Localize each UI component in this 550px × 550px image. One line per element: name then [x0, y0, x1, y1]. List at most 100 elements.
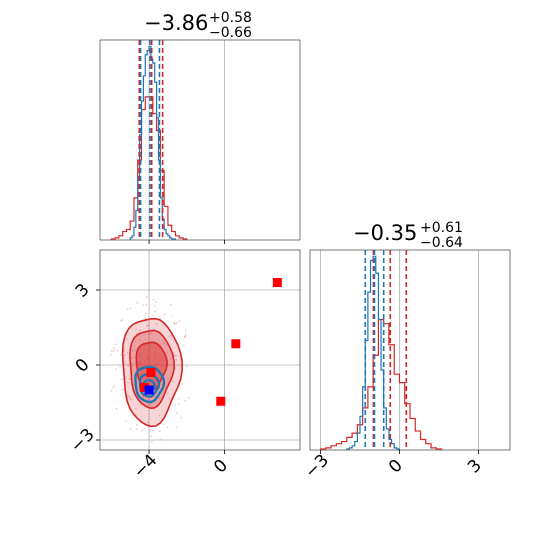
- sample-point: [150, 435, 152, 438]
- sample-point: [162, 342, 165, 345]
- sample-point: [113, 384, 116, 387]
- sample-point: [139, 328, 141, 331]
- sample-point: [143, 427, 146, 430]
- sample-point: [175, 412, 178, 414]
- sample-point: [142, 304, 145, 307]
- sample-point: [120, 378, 123, 381]
- sample-point: [139, 361, 142, 364]
- sample-point: [136, 423, 138, 426]
- sample-point: [187, 396, 190, 399]
- title-plus-y: +0.61: [420, 220, 463, 236]
- blue-square-marker: [144, 385, 154, 395]
- grid-marginal-x: [148, 40, 225, 240]
- sample-point: [185, 365, 188, 368]
- x-tick-label: 0: [210, 456, 232, 478]
- histogram-blue: [129, 45, 177, 240]
- sample-point: [172, 380, 175, 383]
- sample-point: [175, 426, 178, 429]
- blue-contour-level: [134, 365, 166, 404]
- sample-point: [146, 325, 148, 327]
- sample-point: [120, 319, 123, 322]
- red-square-marker: [216, 396, 226, 406]
- sample-point: [151, 429, 154, 432]
- sample-point: [110, 350, 113, 352]
- x-tick-label: −4: [130, 451, 162, 483]
- sample-point: [154, 354, 156, 356]
- sample-point: [116, 349, 119, 352]
- sample-point: [159, 438, 162, 441]
- frame-marginal-y: [309, 249, 511, 451]
- sample-point: [168, 336, 171, 339]
- sample-point: [112, 350, 115, 352]
- markers-joint: [139, 278, 282, 406]
- sample-point: [138, 331, 140, 334]
- sample-point: [125, 420, 128, 423]
- sample-point: [174, 367, 177, 369]
- sample-point: [148, 332, 151, 335]
- sample-point: [136, 301, 139, 304]
- sample-point: [121, 319, 124, 321]
- title-value-y: −0.35: [353, 221, 417, 245]
- sample-point: [123, 353, 126, 356]
- sample-point: [153, 356, 156, 359]
- sample-point: [154, 310, 156, 312]
- sample-point: [123, 362, 126, 365]
- sample-point: [120, 353, 123, 356]
- sample-point: [159, 317, 162, 320]
- sample-point: [165, 344, 168, 347]
- sample-point: [128, 378, 131, 380]
- sample-point: [150, 332, 153, 334]
- sample-point: [169, 303, 172, 306]
- sample-point: [126, 352, 129, 354]
- frame-marginal-x: [99, 39, 301, 241]
- sample-point: [158, 430, 161, 432]
- sample-point: [173, 354, 176, 357]
- sample-point: [147, 358, 150, 361]
- histograms-marginal-x: [110, 45, 188, 240]
- sample-point: [119, 365, 121, 368]
- sample-point: [173, 322, 176, 325]
- sample-point: [168, 397, 171, 400]
- sample-point: [138, 361, 141, 363]
- red-square-marker: [231, 339, 241, 349]
- sample-point: [174, 323, 177, 326]
- sample-point: [184, 335, 186, 338]
- title-marginal-x: −3.86 +0.58 −0.66: [144, 10, 252, 41]
- red-square-marker: [272, 278, 282, 287]
- sample-point: [135, 407, 137, 410]
- sample-point: [149, 429, 152, 431]
- sample-point: [173, 321, 176, 324]
- sample-point: [180, 416, 183, 419]
- quantile-lines-marginal-x: [138, 40, 164, 240]
- sample-point: [129, 397, 131, 400]
- sample-point: [130, 398, 133, 401]
- sample-point: [158, 396, 161, 399]
- histograms-marginal-y: [319, 255, 443, 450]
- sample-point: [151, 441, 153, 443]
- x-tick-label: 3: [464, 456, 486, 478]
- sample-point: [135, 328, 137, 331]
- sample-point: [131, 356, 134, 359]
- sample-point: [115, 343, 117, 346]
- sample-point: [176, 321, 178, 324]
- sample-point: [142, 396, 145, 399]
- sample-point: [178, 320, 181, 323]
- sample-point: [133, 349, 136, 351]
- sample-point: [126, 394, 129, 397]
- sample-point: [139, 404, 142, 406]
- sample-point: [151, 314, 154, 317]
- sample-point: [138, 339, 141, 342]
- sample-point: [174, 403, 177, 406]
- title-value-x: −3.86: [144, 11, 208, 35]
- sample-point: [172, 351, 175, 354]
- sample-point: [184, 329, 187, 332]
- sample-point: [128, 396, 131, 399]
- sample-point: [138, 362, 141, 364]
- sample-point: [166, 351, 169, 354]
- sample-point: [127, 394, 130, 397]
- sample-point: [115, 407, 118, 410]
- sample-point: [140, 373, 143, 376]
- sample-point: [170, 334, 172, 337]
- sample-point: [166, 392, 169, 395]
- sample-point: [138, 354, 141, 357]
